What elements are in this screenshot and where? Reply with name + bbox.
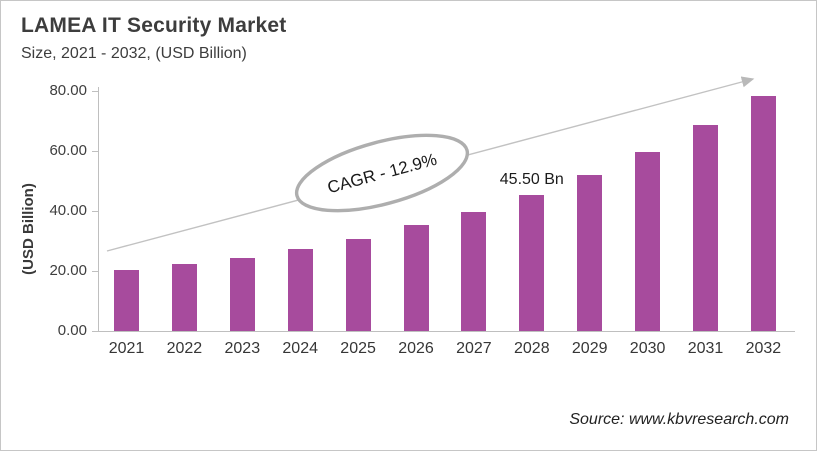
y-axis-line <box>98 87 99 331</box>
y-tick-label: 60.00 <box>49 142 87 159</box>
y-tick-label: 80.00 <box>49 82 87 99</box>
bar-2031 <box>693 125 718 331</box>
bar-2027 <box>461 211 487 331</box>
bar-2029 <box>577 174 603 331</box>
bar-2032 <box>750 96 776 331</box>
bar-2024 <box>287 249 313 331</box>
x-tick-label-2027: 2027 <box>456 340 492 357</box>
bar-2030 <box>635 151 661 331</box>
y-tick-mark <box>92 91 98 92</box>
source-text: Source: www.kbvresearch.com <box>569 411 789 428</box>
bar-2022 <box>171 264 197 331</box>
chart-title: LAMEA IT Security Market <box>21 14 287 37</box>
bar-2021 <box>114 269 139 331</box>
bar-2023 <box>229 258 255 331</box>
x-tick-label-2026: 2026 <box>398 340 434 357</box>
x-tick-label-2030: 2030 <box>629 340 666 357</box>
y-tick-label: 20.00 <box>49 262 87 279</box>
cagr-label: CAGR - 12.9% <box>325 150 439 197</box>
x-tick-label-2021: 2021 <box>108 340 145 357</box>
x-tick-label-2031: 2031 <box>687 340 724 357</box>
x-tick-label-2032: 2032 <box>745 340 782 357</box>
chart-subtitle: Size, 2021 - 2032, (USD Billion) <box>21 45 247 62</box>
y-tick-mark <box>92 211 98 212</box>
x-tick-label-2022: 2022 <box>166 340 203 357</box>
x-axis-line <box>98 331 795 332</box>
cagr-ellipse-group: CAGR - 12.9% <box>294 133 470 213</box>
y-axis-title: (USD Billion) <box>20 183 37 275</box>
y-tick-mark <box>92 271 98 272</box>
x-tick-label-2029: 2029 <box>571 340 608 357</box>
x-tick-label-2028: 2028 <box>514 340 550 357</box>
bar-2028 <box>519 194 545 331</box>
data-label-2028: 45.50 Bn <box>499 170 564 188</box>
x-tick-label-2024: 2024 <box>282 340 318 357</box>
bar-2026 <box>403 225 429 331</box>
y-tick-label: 0.00 <box>57 322 87 339</box>
cagr-ellipse <box>294 133 470 213</box>
y-tick-label: 40.00 <box>49 202 87 219</box>
x-tick-label-2025: 2025 <box>340 340 376 357</box>
y-tick-mark <box>92 151 98 152</box>
y-tick-mark <box>92 331 98 332</box>
x-tick-label-2023: 2023 <box>224 340 261 357</box>
bar-2025 <box>345 238 371 331</box>
